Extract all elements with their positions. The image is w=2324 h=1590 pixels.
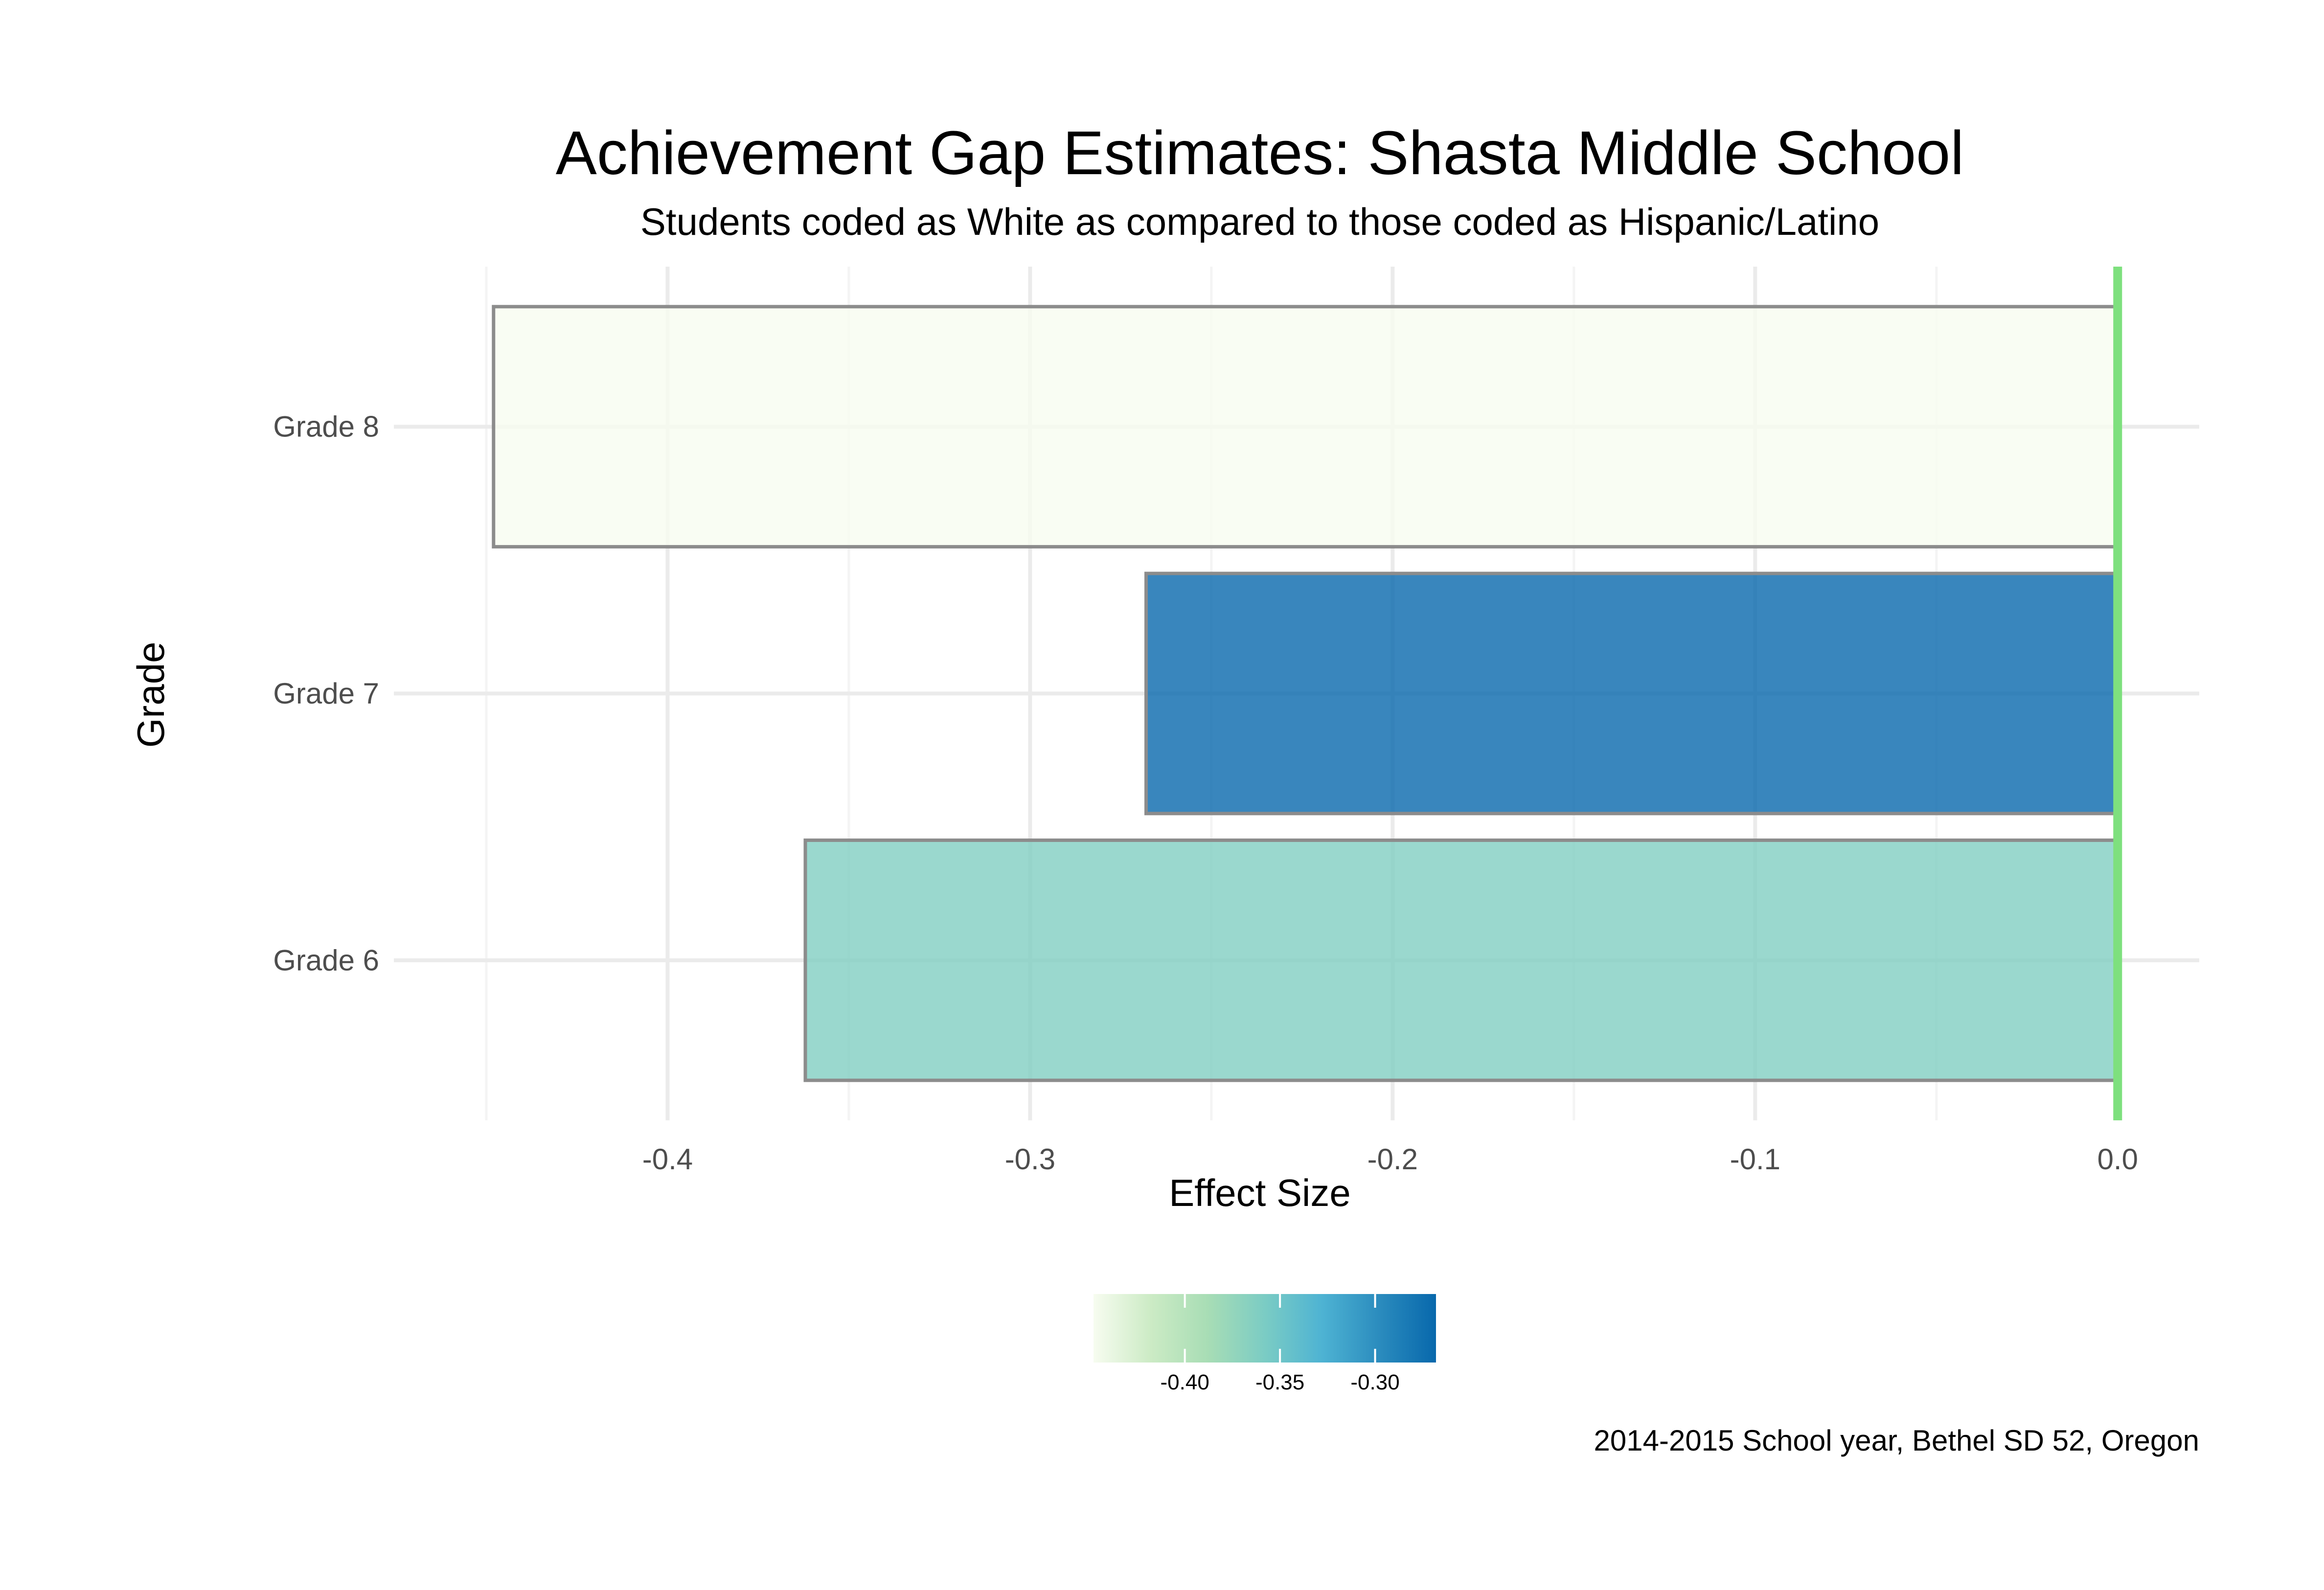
x-axis-ticks: -0.4 -0.3 -0.2 -0.1 0.0 — [642, 1143, 2138, 1176]
legend-colorbar — [1094, 1294, 1436, 1363]
legend-tick-label-2: -0.30 — [1350, 1370, 1399, 1394]
x-tick-label-2: -0.2 — [1367, 1143, 1418, 1176]
x-tick-label-1: -0.3 — [1005, 1143, 1055, 1176]
colorbar-legend: -0.40 -0.35 -0.30 — [1094, 1294, 1436, 1394]
bar-grade-6 — [803, 838, 2119, 1082]
y-tick-label-0: Grade 6 — [273, 944, 379, 977]
x-tick-label-4: 0.0 — [2097, 1143, 2138, 1176]
x-tick-label-0: -0.4 — [642, 1143, 693, 1176]
y-tick-label-1: Grade 7 — [273, 677, 379, 710]
y-axis-ticks: Grade 6 Grade 7 Grade 8 — [273, 410, 379, 977]
chart-title: Achievement Gap Estimates: Shasta Middle… — [556, 118, 1964, 187]
bars — [492, 305, 2119, 1082]
x-axis-label: Effect Size — [1169, 1171, 1350, 1214]
y-tick-label-2: Grade 8 — [273, 410, 379, 443]
y-axis-label: Grade — [129, 642, 172, 748]
chart-subtitle: Students coded as White as compared to t… — [640, 200, 1879, 243]
bar-grade-7 — [1144, 571, 2119, 816]
legend-tick-label-1: -0.35 — [1255, 1370, 1304, 1394]
legend-tick-label-0: -0.40 — [1161, 1370, 1209, 1394]
x-tick-label-3: -0.1 — [1730, 1143, 1780, 1176]
bar-grade-8 — [492, 305, 2119, 549]
chart-caption: 2014-2015 School year, Bethel SD 52, Ore… — [1594, 1424, 2200, 1457]
